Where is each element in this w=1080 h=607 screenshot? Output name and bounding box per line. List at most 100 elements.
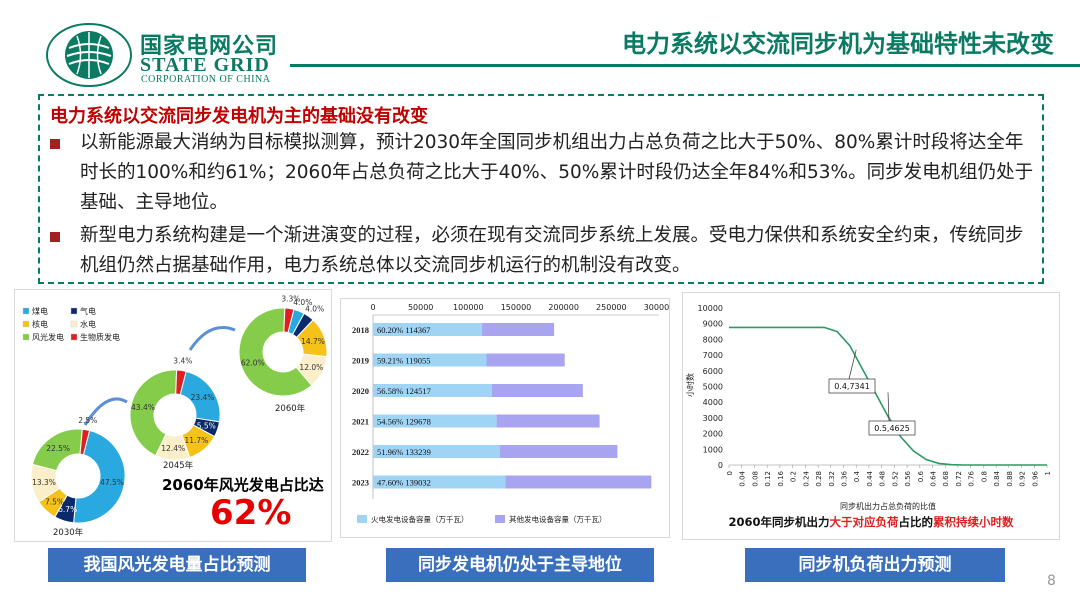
x-tick-label: 0.64 <box>930 470 938 486</box>
x-tick-label: 0.72 <box>955 471 963 487</box>
y-tick-label: 2023 <box>352 478 369 488</box>
donut-slice <box>238 307 313 397</box>
bar-data-label: 47.60% 139032 <box>377 478 431 488</box>
donut-slice <box>283 307 295 334</box>
legend-label: 气电 <box>80 306 96 316</box>
bar-data-label: 56.58% 124517 <box>377 386 431 396</box>
footnote-part: 累积持续小时数 <box>933 515 1014 529</box>
donut-slice-label: 14.7% <box>301 337 325 346</box>
legend-swatch <box>495 515 505 523</box>
x-tick-label: 1 <box>1044 471 1052 475</box>
highlight-label: 2060年风光发电占比达 <box>162 476 324 494</box>
x-tick-label: 0.96 <box>1031 470 1039 486</box>
bar-segment <box>373 353 487 367</box>
x-tick-label: 0.88 <box>1006 471 1014 487</box>
x-tick-label: 0.92 <box>1019 471 1027 487</box>
y-tick-label: 7000 <box>703 351 723 360</box>
bar-segment <box>373 414 497 428</box>
donut-slice-label: 12.0% <box>299 363 323 372</box>
load-duration-chart: 0100020003000400050006000700080009000100… <box>685 304 1052 529</box>
page-title: 电力系统以交流同步机为基础特性未改变 <box>622 30 1054 58</box>
donut-slice-label: 4.0% <box>305 304 324 313</box>
load-duration-panel: 0 1000 2000 3000 4000 5000 6000 7000 8000 9000 100… <box>682 292 1060 540</box>
legend-label: 风光发电 <box>32 332 64 342</box>
bar-segment <box>373 323 483 336</box>
wind-solar-panel: 煤电 气电 核电 水电 风光发电 生物质发电 47.5% 6.7% 7.5% 13.3% 22.5%… <box>14 289 332 542</box>
bullet-text: 新型电力系统构建是一个渐进演变的过程，必须在现有交流同步系统上发展。受电力保供和… <box>80 225 1024 276</box>
x-tick-label: 0.48 <box>879 471 887 487</box>
x-tick-label: 0.08 <box>751 471 759 487</box>
legend-swatch <box>22 320 30 328</box>
y-tick-label: 2019 <box>352 356 369 366</box>
annotation-label: 0.4,7341 <box>834 382 870 391</box>
x-tick-label: 0.12 <box>764 471 772 487</box>
donut-slice <box>79 428 91 456</box>
donut-slice <box>129 369 178 457</box>
company-subtitle: CORPORATION OF CHINA <box>141 74 271 85</box>
y-tick-label: 2021 <box>352 417 369 427</box>
bar-segment <box>486 353 565 367</box>
donut-slice-label: 47.5% <box>100 478 124 487</box>
x-tick-label: 0.84 <box>993 470 1001 486</box>
x-axis-label: 同步机出力占总负荷的比值 <box>840 501 936 511</box>
donut-slice <box>175 369 187 396</box>
caption-wind-solar: 我国风光发电量占比预测 <box>48 548 306 582</box>
legend-label: 水电 <box>80 319 96 329</box>
footnote-part: 2060年同步机出力 <box>728 515 829 529</box>
legend-label: 其他发电设备容量（万千瓦） <box>509 514 607 524</box>
bullet-square-icon <box>50 232 60 242</box>
capacity-panel: 0 50000 100000 150000 200000 250000 300000 2018… <box>340 298 674 538</box>
donut-slice-label: 12.4% <box>161 444 185 453</box>
x-tick-label: 100000 <box>453 303 484 312</box>
footnote-part: 占比的 <box>899 515 934 529</box>
donut-slice-label: 22.5% <box>46 444 70 453</box>
bar-segment <box>505 475 652 489</box>
chart-footnote: 2060年同步机出力大于对应负荷占比的累积持续小时数 <box>728 515 1014 529</box>
legend-swatch <box>70 307 78 315</box>
x-tick-label: 0.32 <box>828 471 836 487</box>
donut-year-label: 2045年 <box>163 460 194 471</box>
x-tick-label: 0.68 <box>942 471 950 487</box>
title-underline <box>290 64 1080 67</box>
x-tick-label: 200000 <box>548 303 579 312</box>
annotation-box <box>868 420 916 436</box>
donut-slice-label: 62.0% <box>241 359 265 368</box>
bar-segment <box>373 475 506 489</box>
capacity-bar-chart: 0 50000 100000 150000 200000 250000 300000 2018… <box>352 303 674 524</box>
y-tick-label: 3000 <box>703 414 723 423</box>
x-tick-label: 0.76 <box>968 470 976 486</box>
bar-segment <box>496 414 600 428</box>
progress-arrow <box>188 326 236 351</box>
company-name-en: STATE GRID <box>140 54 270 76</box>
bar-segment <box>500 445 618 458</box>
y-tick-label: 2022 <box>352 447 369 457</box>
x-tick-label: 150000 <box>501 303 532 312</box>
bar-segment <box>482 323 555 336</box>
y-tick-label: 9000 <box>703 320 723 329</box>
x-tick-label: 0.52 <box>891 471 899 487</box>
bar-segment <box>373 384 492 397</box>
x-tick-label: 0.24 <box>802 470 810 486</box>
donut-slice-label: 23.4% <box>191 393 215 402</box>
donut-slice-label: 13.3% <box>32 478 56 487</box>
x-tick-label: 0.2 <box>790 471 798 482</box>
y-axis-label: 小时数 <box>685 373 695 397</box>
summary-heading: 电力系统以交流同步发电机为主的基础没有改变 <box>50 106 428 127</box>
company-name-cn: 国家电网公司 <box>140 34 279 59</box>
x-tick-label: 0.8 <box>980 471 988 482</box>
donut-slice-label: 43.4% <box>131 403 155 412</box>
y-tick-label: 10000 <box>698 304 723 313</box>
summary-bullet: 新型电力系统构建是一个渐进演变的过程，必须在现有交流同步系统上发展。受电力保供和… <box>50 221 1038 281</box>
x-tick-label: 0.16 <box>777 470 785 486</box>
annotation-label: 0.5,4625 <box>874 424 910 433</box>
y-tick-label: 0 <box>718 461 723 470</box>
donut-slice-label: 6.7% <box>58 505 77 514</box>
x-tick-label: 0 <box>726 471 734 475</box>
annotation-leader <box>887 392 890 422</box>
annotation-box <box>828 378 876 394</box>
legend-swatch <box>70 333 78 341</box>
y-tick-label: 2000 <box>703 430 723 439</box>
caption-capacity: 同步发电机仍处于主导地位 <box>386 548 654 582</box>
x-tick-label: 0.36 <box>840 470 848 486</box>
